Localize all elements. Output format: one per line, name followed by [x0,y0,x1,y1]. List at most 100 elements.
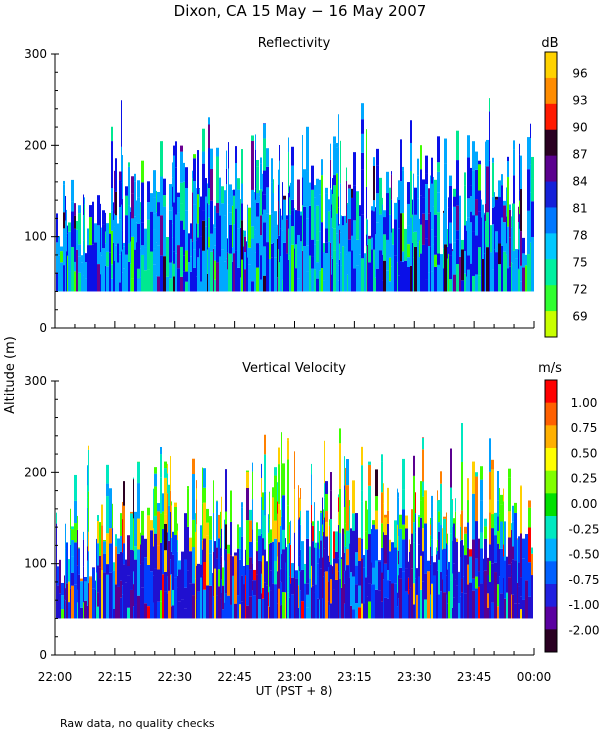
heatmap-cell [359,205,361,217]
heatmap-cell [456,205,459,231]
heatmap-cell [220,598,221,619]
heatmap-cell [444,244,447,292]
heatmap-cell [391,583,394,619]
heatmap-cell [470,211,472,223]
heatmap-cell [56,605,57,619]
heatmap-cell [303,206,306,247]
heatmap-cell [282,549,285,593]
heatmap-cell [229,196,232,213]
heatmap-cell [344,485,345,508]
heatmap-cell [290,182,291,201]
heatmap-cell [122,594,123,619]
heatmap-cell [330,564,332,580]
heatmap-cell [221,556,222,580]
heatmap-cell [87,485,88,498]
heatmap-cell [319,548,320,559]
heatmap-cell [213,551,214,597]
heatmap-cell [418,515,420,517]
heatmap-cell [207,273,208,292]
heatmap-cell [316,240,319,263]
heatmap-cell [511,529,512,563]
heatmap-cell [264,434,266,455]
heatmap-cell [224,519,225,549]
heatmap-cell [367,537,368,550]
heatmap-cell [373,157,375,167]
colorbar-band [545,155,557,183]
heatmap-cell [430,546,431,565]
heatmap-cell [117,223,119,244]
heatmap-cell [294,248,295,292]
heatmap-cell [256,202,259,217]
heatmap-cell [345,546,346,571]
heatmap-cell [339,443,341,490]
heatmap-cell [434,179,437,215]
heatmap-cell [260,157,262,164]
heatmap-cell [422,581,424,619]
x-tick-label: 23:00 [277,670,312,684]
heatmap-cell [193,154,196,159]
heatmap-cell [309,182,311,206]
heatmap-cell [285,592,286,619]
heatmap-cell [494,249,495,292]
heatmap-cell [137,549,140,596]
heatmap-cell [436,554,437,595]
heatmap-cell [467,500,469,523]
heatmap-cell [518,249,519,269]
heatmap-cell [323,280,325,292]
heatmap-cell [160,176,163,216]
heatmap-cell [519,200,520,215]
heatmap-cell [105,265,106,292]
heatmap-cell [241,183,243,204]
heatmap-cell [491,528,494,564]
heatmap-cell [298,585,299,608]
heatmap-cell [280,228,281,257]
heatmap-cell [214,568,216,619]
heatmap-cell [449,175,452,186]
heatmap-cell [531,547,533,554]
heatmap-cell [130,263,131,292]
heatmap-cell [437,264,440,292]
heatmap-cell [517,539,518,583]
heatmap-cell [391,266,392,292]
heatmap-cell [425,155,428,174]
heatmap-cell [316,205,319,241]
heatmap-cell [375,560,378,590]
heatmap-cell [291,199,294,211]
heatmap-cell [213,512,214,552]
heatmap-cell [114,213,115,227]
heatmap-cell [175,214,177,254]
heatmap-cell [514,560,517,604]
heatmap-cell [398,200,400,229]
heatmap-cell [153,528,154,547]
heatmap-cell [487,607,489,619]
heatmap-cell [214,227,216,246]
heatmap-cell [80,581,83,608]
heatmap-cell [243,236,244,247]
heatmap-cell [243,246,244,292]
heatmap-cell [205,245,207,292]
heatmap-cell [255,149,256,189]
heatmap-cell [208,148,210,189]
heatmap-cell [375,529,378,561]
heatmap-cell [74,203,76,216]
heatmap-cell [237,527,239,549]
heatmap-cell [279,262,280,292]
heatmap-cell [520,189,522,232]
y-tick-label: 100 [24,557,47,571]
heatmap-cell [504,550,506,561]
heatmap-cell [197,563,200,592]
heatmap-cell [268,543,269,593]
heatmap-cell [417,198,419,243]
heatmap-cell [281,250,282,292]
heatmap-cell [295,578,298,619]
heatmap-cell [501,185,503,218]
heatmap-cell [205,178,207,197]
heatmap-cell [443,518,446,549]
velocity-heatmap [56,423,533,619]
heatmap-cell [80,607,83,619]
heatmap-cell [404,260,407,292]
heatmap-cell [478,571,480,587]
heatmap-cell [495,252,498,292]
heatmap-cell [71,556,74,573]
heatmap-cell [80,578,83,582]
